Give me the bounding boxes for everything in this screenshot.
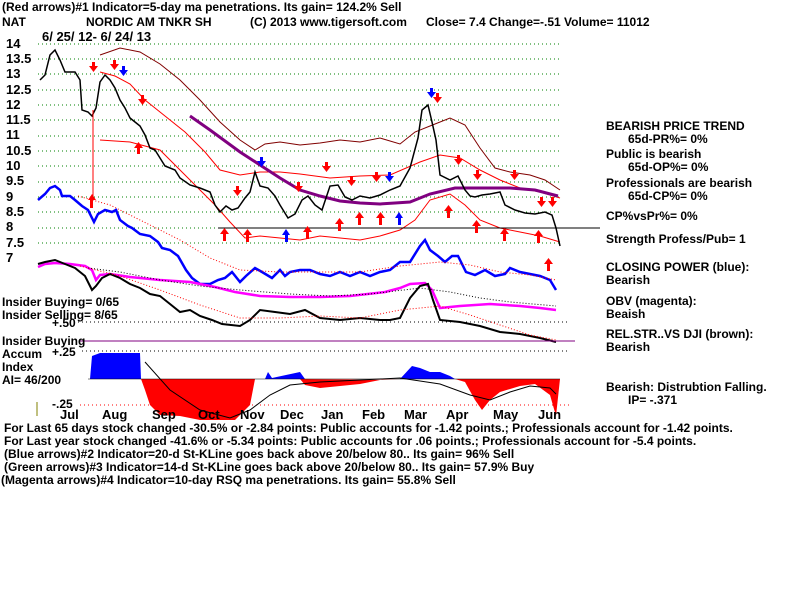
month-label: Nov (240, 407, 265, 422)
month-label: May (493, 407, 519, 422)
y-tick: 13.5 (6, 51, 32, 66)
lower-band (99, 139, 561, 243)
price-line (39, 48, 561, 247)
red-up-arrows (88, 142, 553, 271)
indicator1-text: (Red arrows)#1 Indicator=5-day ma penetr… (2, 0, 402, 14)
cp-text: 65d-CP%= 0% (628, 189, 708, 203)
y-tick: 10.5 (6, 143, 32, 158)
company-name: NORDIC AM TNKR SH (86, 15, 212, 29)
y-tick: 10 (6, 158, 21, 173)
month-label: Sep (152, 407, 176, 422)
footer-blue-arrows: (Blue arrows)#2 Indicator=20-d St-KLine … (4, 447, 515, 461)
month-label: Jun (538, 407, 562, 422)
grid-lines (38, 43, 560, 244)
relative-strength-line (37, 258, 557, 343)
closing-power-ma (77, 195, 557, 281)
ai-value: AI= 46/200 (2, 373, 62, 387)
op-value: 65d-OP%= 0% (606, 161, 708, 174)
footer-magenta-arrows: (Magenta arrows)#4 Indicator=10-day RSQ … (1, 473, 456, 487)
close-info: Close= 7.4 Change=-.51 Volume= 11012 (426, 15, 650, 29)
month-label: Apr (446, 407, 469, 422)
op-text: 65d-OP%= 0% (628, 160, 709, 174)
index-label: Index (2, 360, 34, 374)
blue-arrows (119, 66, 436, 182)
obv-title: OBV (magenta): (606, 294, 697, 308)
red-arrows (89, 60, 557, 207)
y-tick: 7 (6, 250, 14, 265)
trend-title: BEARISH PRICE TREND (606, 119, 745, 133)
month-label: Oct (198, 407, 220, 422)
footer-green-arrows: (Green arrows)#3 Indicator=14-d St-KLine… (4, 460, 535, 474)
y-tick: 14 (6, 36, 21, 51)
middle-band (99, 71, 561, 199)
relative-strength-ma (79, 265, 557, 341)
public-status: Public is bearish (606, 147, 702, 161)
month-label: Feb (362, 407, 386, 422)
plus25-label: +.25 (52, 345, 76, 359)
blue-up-arrows (282, 212, 403, 242)
copyright: (C) 2013 www.tigersoft.com (250, 15, 407, 29)
footer-year: For Last year stock changed -41.6% or -5… (4, 434, 697, 448)
insider-buying-label: Insider Buying (2, 334, 86, 348)
pr-value: 65d-PR%= 0% (606, 133, 708, 146)
y-tick: 8 (6, 219, 14, 234)
month-label: Mar (404, 407, 428, 422)
distribution-status: Bearish: Distrubtion Falling. (606, 380, 767, 394)
strength-value: Strength Profess/Pub= 1 (606, 232, 746, 246)
insider-buying-count: Insider Buying= 0/65 (2, 295, 120, 309)
upper-band (99, 47, 561, 191)
cp-value: 65d-CP%= 0% (606, 190, 708, 203)
y-tick: 9.5 (6, 173, 25, 188)
obv-line (37, 261, 557, 312)
pros-status: Professionals are bearish (606, 176, 753, 190)
relstr-title: REL.STR..VS DJI (brown): (606, 327, 754, 341)
plus50-label: +.50 (52, 316, 76, 330)
accum-ma (144, 361, 557, 419)
closing-power-status: Bearish (606, 273, 651, 287)
relstr-status: Bearish (606, 340, 651, 354)
y-tick: 13 (6, 66, 21, 81)
y-tick: 9 (6, 189, 14, 204)
y-tick: 8.5 (6, 204, 25, 219)
cpvspr-value: CP%vsPr%= 0% (606, 209, 698, 223)
month-label: Jan (321, 407, 344, 422)
y-tick: 7.5 (6, 235, 25, 250)
insider-selling-count: Insider Selling= 8/65 (2, 308, 118, 322)
ip-value: IP= -.371 (606, 394, 677, 407)
accum-label: Accum (2, 347, 43, 361)
y-tick: 11 (6, 127, 20, 142)
moving-average (189, 114, 559, 206)
footer-65day: For Last 65 days stock changed -30.5% or… (4, 421, 733, 435)
closing-power-line (37, 184, 558, 291)
minus25-label: -.25 (52, 397, 73, 411)
month-label: Jul (60, 407, 79, 422)
date-range: 6/ 25/ 12- 6/ 24/ 13 (42, 29, 152, 44)
y-tick: 12.5 (6, 82, 32, 97)
obv-status: Beaish (606, 307, 646, 321)
pr-text: 65d-PR%= 0% (628, 132, 708, 146)
ticker: NAT (2, 15, 26, 29)
y-tick: 12 (6, 97, 21, 112)
obv-ma (87, 267, 557, 307)
ip-text: IP= -.371 (628, 393, 678, 407)
month-label: Aug (102, 407, 128, 422)
y-tick: 11.5 (6, 112, 31, 127)
month-label: Dec (280, 407, 304, 422)
closing-power-title: CLOSING POWER (blue): (606, 260, 750, 274)
